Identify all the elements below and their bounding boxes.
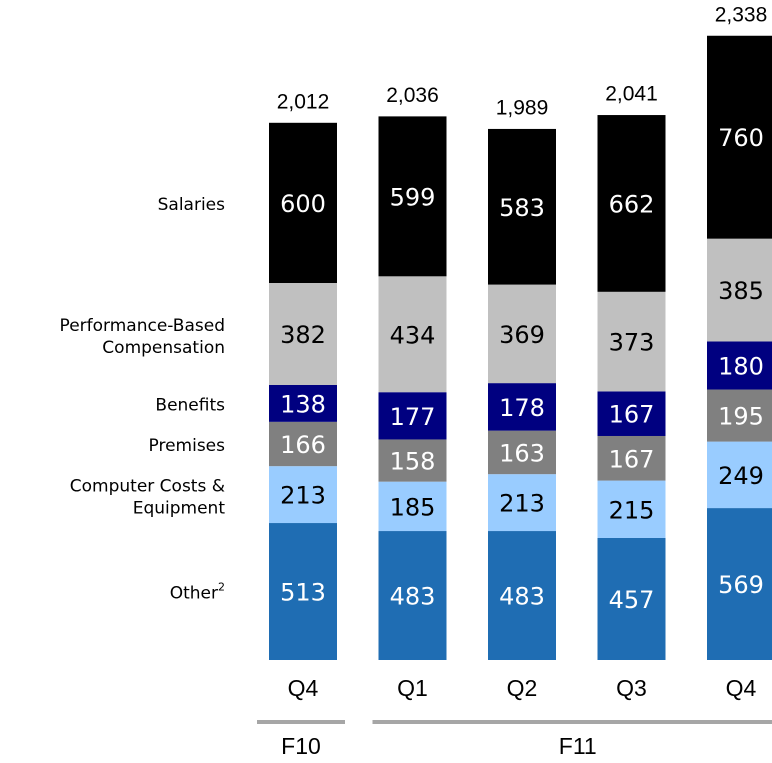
value-label: 600 [280,190,326,218]
value-label: 369 [499,321,545,349]
value-label: 185 [390,493,436,521]
legend-label: Benefits [155,395,225,415]
bar-segment [269,282,337,385]
value-label: 213 [280,482,326,510]
total-label: 2,041 [605,83,658,106]
group-label: F11 [559,733,597,759]
value-label: 138 [280,390,326,418]
bar-segment [488,383,556,431]
value-label: 167 [609,445,655,473]
value-label: 178 [499,394,545,422]
bar-segment [597,537,666,660]
bar-segment [707,341,772,390]
value-label: 213 [499,490,545,518]
bar-segment [597,115,666,292]
value-label: 483 [390,583,436,611]
legend-label: Premises [149,436,226,456]
bar-segment [707,35,772,239]
value-label: 599 [390,183,436,211]
bar-segment [269,421,337,467]
value-label: 167 [609,401,655,429]
bar-segment [269,122,337,283]
value-label: 457 [609,586,655,614]
category-label: Q3 [616,675,647,701]
value-label: 158 [390,448,436,476]
category-label: Q4 [288,675,319,701]
bar-segment [488,128,556,285]
value-label: 166 [280,431,326,459]
category-label: Q1 [397,675,428,701]
value-label: 662 [609,190,655,218]
bar-segment [707,508,772,660]
bar-segment [378,531,447,660]
total-label: 2,012 [277,90,330,113]
value-label: 249 [718,462,764,490]
value-label: 177 [390,403,436,431]
bar-segment [488,284,556,384]
legend-label: Other2 [170,581,225,604]
bar-segment [488,474,556,532]
legend-label: Performance-Based Compensation [60,316,225,358]
bar-segment [597,291,666,392]
bar-segment [707,238,772,342]
value-label: 760 [718,124,764,152]
value-label: 434 [390,321,436,349]
bar-segment [269,384,337,422]
bar-segment [378,392,447,440]
bar-segment [269,523,337,660]
bar-segment [597,435,666,481]
legend-label: Salaries [158,195,226,215]
value-label: 569 [718,571,764,599]
group-label: F10 [281,733,321,759]
value-label: 583 [499,194,545,222]
bar-segment [597,480,666,538]
bar-segment [378,481,447,532]
category-label: Q4 [726,675,757,701]
total-label: 1,989 [496,96,549,119]
value-label: 215 [609,496,655,524]
bar-segment [378,116,447,277]
value-label: 195 [718,403,764,431]
legend-label: Computer Costs & Equipment [70,476,226,518]
bar-segment [269,466,337,524]
bar-segment [488,430,556,475]
total-label: 2,338 [715,3,768,26]
value-label: 163 [499,439,545,467]
category-label: Q2 [507,675,538,701]
value-label: 382 [280,321,326,349]
bar-segment [707,441,772,509]
value-label: 373 [609,329,655,357]
bar-segment [378,276,447,393]
value-label: 483 [499,583,545,611]
bar-segment [378,439,447,482]
bar-segment [597,391,666,436]
value-label: 385 [718,277,764,305]
value-label: 180 [718,352,764,380]
total-label: 2,036 [386,84,439,107]
bar-segment [707,389,772,442]
bar-segment [488,531,556,660]
value-label: 513 [280,579,326,607]
